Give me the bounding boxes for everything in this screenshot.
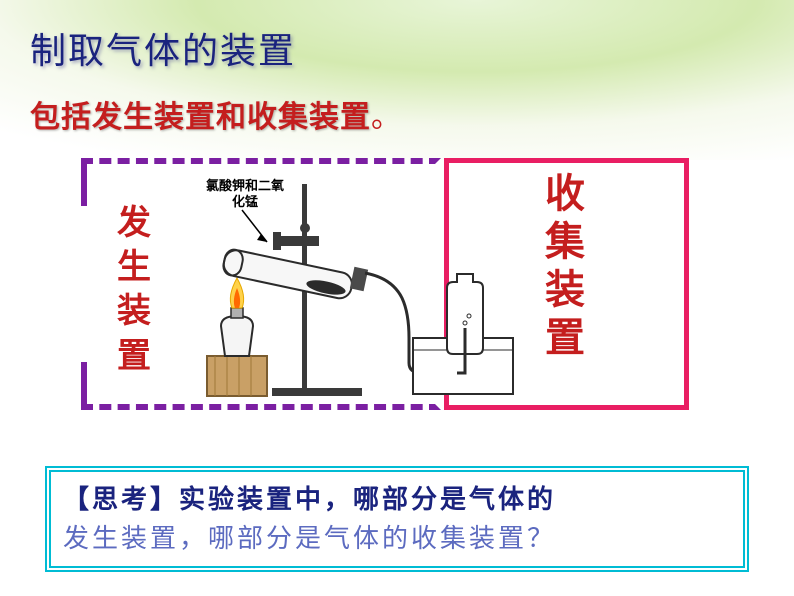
chemical-label: 氯酸钾和二氧化锰 [205, 178, 285, 209]
question-label: 【思考】 [63, 485, 179, 514]
dashed-corner-tl [81, 158, 87, 206]
apparatus-svg [177, 178, 517, 408]
dashed-corner-bl [81, 362, 87, 410]
question-line2: 发生装置，哪部分是气体的收集装置？ [63, 524, 556, 553]
diagram-area: 发生装置 收集装置 氯酸钾和二氧化锰 [77, 158, 717, 438]
subtitle: 包括发生装置和收集装置。 [30, 92, 764, 136]
subtitle-part2: 和收集装置 [216, 101, 371, 134]
slide-title: 制取气体的装置 [30, 22, 764, 74]
apparatus-drawing: 氯酸钾和二氧化锰 [177, 178, 517, 408]
subtitle-dot: 。 [371, 101, 402, 134]
slide-content: 制取气体的装置 包括发生装置和收集装置。 发生装置 收集装置 氯酸钾和二氧化锰 [0, 0, 794, 570]
generator-label: 发生装置 [117, 202, 153, 379]
collector-label: 收集装置 [545, 170, 583, 362]
question-box: 【思考】实验装置中，哪部分是气体的 发生装置，哪部分是气体的收集装置？ [47, 468, 747, 570]
subtitle-part1: 包括发生装置 [30, 101, 216, 134]
question-line1: 实验装置中，哪部分是气体的 [179, 485, 556, 514]
